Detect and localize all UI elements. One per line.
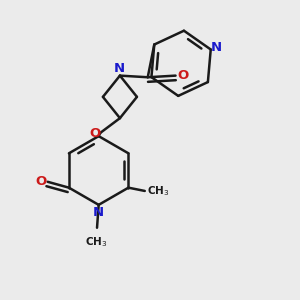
Text: O: O <box>177 69 188 82</box>
Text: CH$_3$: CH$_3$ <box>147 184 170 198</box>
Text: CH$_3$: CH$_3$ <box>85 235 108 249</box>
Text: O: O <box>35 175 47 188</box>
Text: O: O <box>89 128 101 140</box>
Text: N: N <box>93 206 104 218</box>
Text: N: N <box>211 41 222 54</box>
Text: N: N <box>113 62 124 75</box>
